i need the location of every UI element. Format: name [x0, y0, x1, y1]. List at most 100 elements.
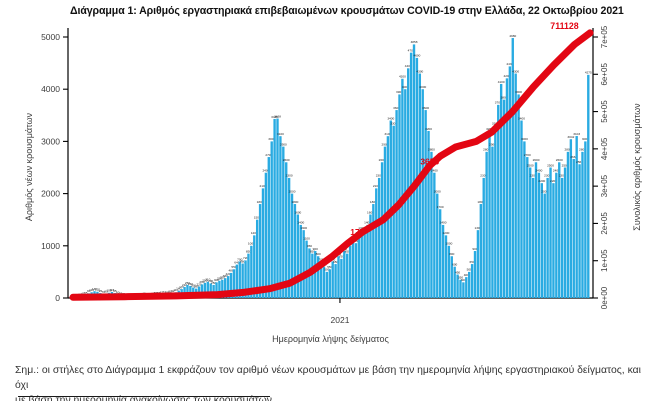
- bar: [203, 282, 207, 298]
- footnote-line2: με βάση την ημερομηνία ανακοίνωσης των κ…: [15, 395, 275, 401]
- bar: [363, 232, 366, 298]
- bar-label: 2900: [489, 142, 496, 146]
- bar: [505, 78, 509, 298]
- right-tick-label: 5e+05: [600, 100, 609, 123]
- bar-label: 1600: [294, 210, 301, 214]
- bar: [543, 193, 546, 298]
- bar: [459, 279, 462, 298]
- bar-label: 1200: [251, 231, 258, 235]
- bar-label: 3600: [422, 106, 429, 110]
- bar-label: 2700: [265, 153, 272, 157]
- right-tick-label: 0e+00: [600, 286, 609, 309]
- bar-label: 3042: [567, 135, 574, 139]
- bar: [552, 183, 555, 298]
- bar: [444, 235, 448, 298]
- bar-label: 800: [449, 252, 454, 256]
- bar: [514, 73, 517, 298]
- bar-label: 700: [237, 257, 242, 261]
- bar: [497, 104, 500, 298]
- bar: [447, 245, 451, 298]
- bar: [526, 157, 529, 298]
- bar-label: 2200: [538, 179, 545, 183]
- bar: [572, 158, 575, 298]
- bar: [253, 235, 256, 298]
- bar-label: 720: [243, 256, 248, 260]
- right-axis-title: Συνολικός αριθμός κρουσμάτων: [632, 103, 642, 231]
- bar: [560, 177, 564, 298]
- bar-label: 4600: [413, 54, 420, 58]
- bar-label: 3438: [274, 114, 281, 118]
- bar-label: 500: [324, 268, 329, 272]
- bar: [380, 162, 384, 298]
- bar: [436, 193, 439, 298]
- bar: [418, 73, 422, 298]
- bar: [375, 188, 378, 298]
- left-tick-label: 1000: [41, 241, 60, 251]
- bar: [433, 172, 436, 298]
- bar: [499, 83, 503, 298]
- bar-label: 500: [467, 268, 472, 272]
- bar-label: 3400: [387, 116, 394, 120]
- bar-label: 2100: [373, 184, 380, 188]
- bar: [578, 164, 581, 298]
- bar-label: 120: [95, 288, 100, 292]
- bar: [566, 151, 570, 298]
- bar: [468, 271, 471, 298]
- left-tick-label: 4000: [41, 84, 60, 94]
- bar: [473, 251, 477, 298]
- bar: [261, 188, 265, 298]
- bar-label: 2900: [280, 142, 287, 146]
- bar: [401, 78, 404, 298]
- bar: [314, 251, 317, 298]
- bar: [319, 261, 323, 298]
- bar-label: 110: [173, 288, 178, 292]
- bar-label: 1400: [364, 221, 371, 225]
- bar: [369, 214, 372, 298]
- left-tick-label: 3000: [41, 136, 60, 146]
- bar: [264, 172, 268, 298]
- bar: [241, 263, 244, 298]
- bar-label: 4275: [585, 71, 592, 75]
- bar-label: 140: [176, 286, 181, 290]
- bar-label: 4400: [405, 64, 412, 68]
- bar: [299, 224, 302, 298]
- left-axis-title: Αριθμός νέων κρουσμάτων: [24, 112, 34, 222]
- bar-label: 2000: [434, 189, 441, 193]
- bar: [488, 130, 491, 298]
- bar: [540, 183, 543, 298]
- bar-label: 290: [202, 279, 207, 283]
- bar: [360, 230, 363, 298]
- bar: [293, 204, 297, 298]
- bar-label: 110: [89, 288, 94, 292]
- bar: [354, 243, 358, 298]
- bar-label: 1000: [445, 242, 452, 246]
- bar: [279, 136, 282, 298]
- bar: [502, 99, 506, 298]
- bar: [511, 38, 514, 298]
- bar-label: 750: [339, 255, 344, 259]
- bar: [476, 230, 480, 298]
- bar: [238, 261, 241, 298]
- bar: [296, 214, 300, 298]
- bar-label: 3800: [501, 95, 508, 99]
- right-tick-label: 2e+05: [600, 212, 609, 235]
- bar: [311, 253, 314, 298]
- bar: [229, 272, 233, 298]
- bar: [200, 284, 204, 298]
- bar-label: 600: [452, 262, 457, 266]
- right-tick-label: 1e+05: [600, 249, 609, 272]
- bar: [290, 193, 294, 298]
- bar: [494, 125, 497, 299]
- bar-label: 2600: [283, 158, 290, 162]
- bar-label: 2300: [376, 174, 383, 178]
- bar-label: 380: [223, 274, 228, 278]
- bar: [334, 264, 337, 298]
- bar-label: 350: [220, 276, 225, 280]
- bar: [462, 282, 465, 298]
- bar-label: 4000: [419, 85, 426, 89]
- bar: [186, 284, 189, 298]
- bar-label: 850: [310, 249, 315, 253]
- bar-label: 1800: [477, 200, 484, 204]
- bar: [258, 204, 262, 298]
- bar-label: 550: [231, 265, 236, 269]
